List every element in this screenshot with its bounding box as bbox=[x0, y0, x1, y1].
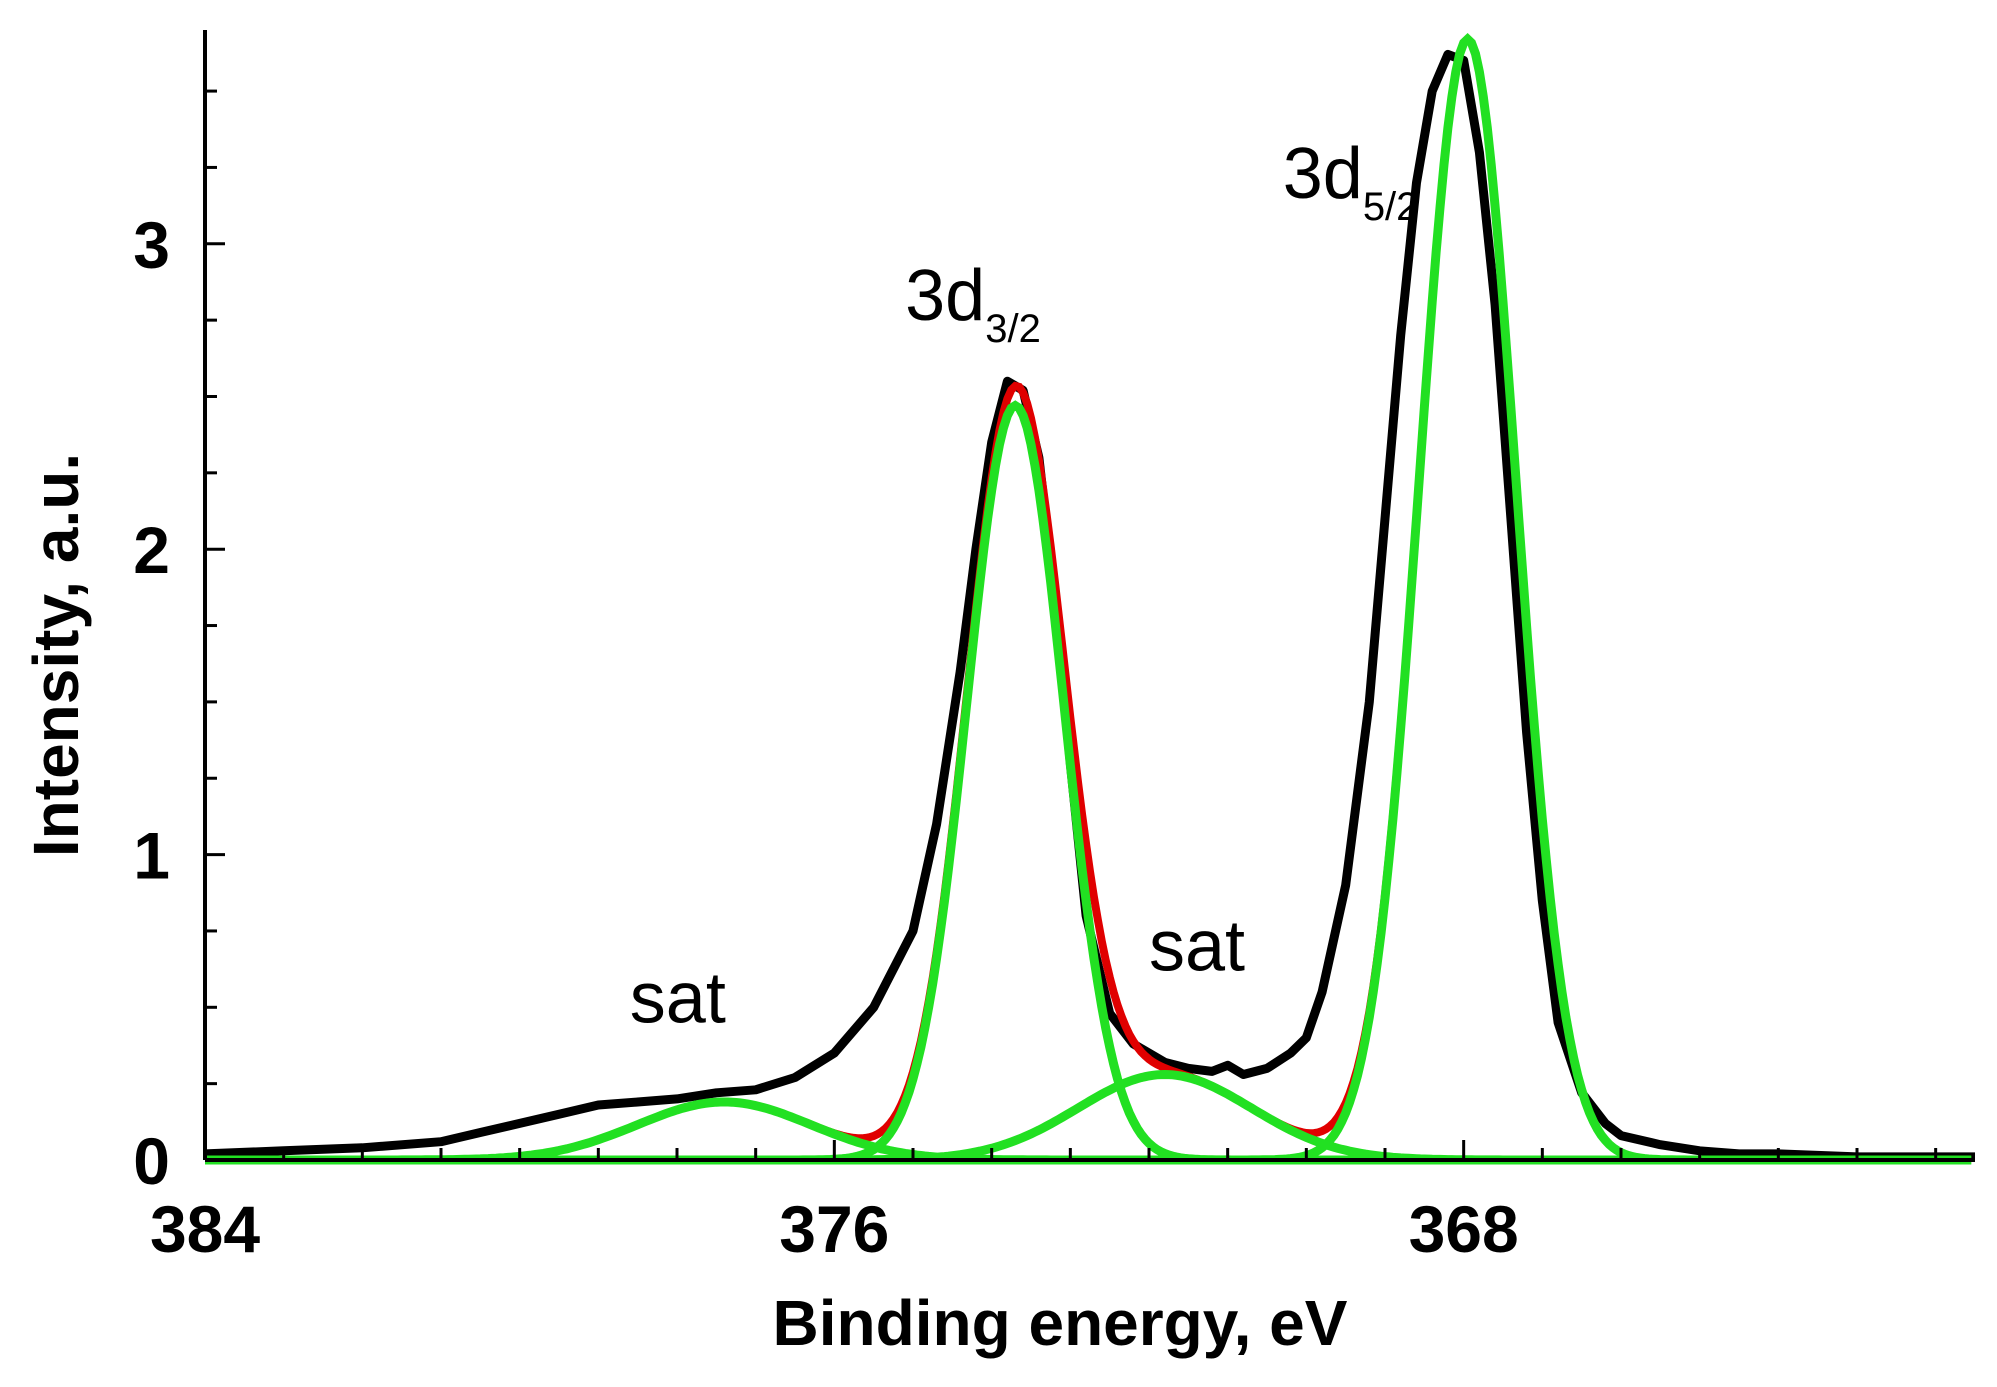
peak-label-3d: 3d3/2 bbox=[905, 256, 1041, 351]
component-3d5-2-line bbox=[205, 32, 1972, 1165]
y-tick-label: 3 bbox=[133, 208, 170, 282]
peak-label-subscript: 3/2 bbox=[985, 307, 1041, 351]
y-tick-label: 1 bbox=[133, 819, 170, 893]
ticks bbox=[203, 89, 1938, 1162]
x-axis-title: Binding energy, eV bbox=[773, 1287, 1348, 1359]
y-tick-label: 2 bbox=[133, 513, 170, 587]
peak-label-sat: sat bbox=[630, 959, 726, 1039]
plot-area bbox=[204, 32, 1975, 1165]
component-3d3-2-line bbox=[205, 400, 1972, 1165]
experimental-spectrum-line bbox=[204, 49, 1975, 1162]
x-tick-label: 368 bbox=[1409, 1192, 1519, 1266]
peak-label-3d: 3d5/2 bbox=[1283, 134, 1419, 229]
x-tick-label: 376 bbox=[779, 1192, 889, 1266]
axes bbox=[203, 30, 1975, 1162]
tick-labels: 384 376 368 0 1 2 3 bbox=[133, 208, 1518, 1266]
y-axis-title: Intensity, a.u. bbox=[20, 453, 92, 857]
x-tick-label: 384 bbox=[150, 1192, 260, 1266]
fit-envelope-line bbox=[205, 33, 1972, 1164]
y-tick-label: 0 bbox=[133, 1124, 170, 1198]
annotations: 3d3/2 3d5/2 sat sat bbox=[630, 134, 1419, 1039]
peak-label-sat: sat bbox=[1149, 907, 1245, 987]
peak-label-subscript: 5/2 bbox=[1363, 185, 1419, 229]
